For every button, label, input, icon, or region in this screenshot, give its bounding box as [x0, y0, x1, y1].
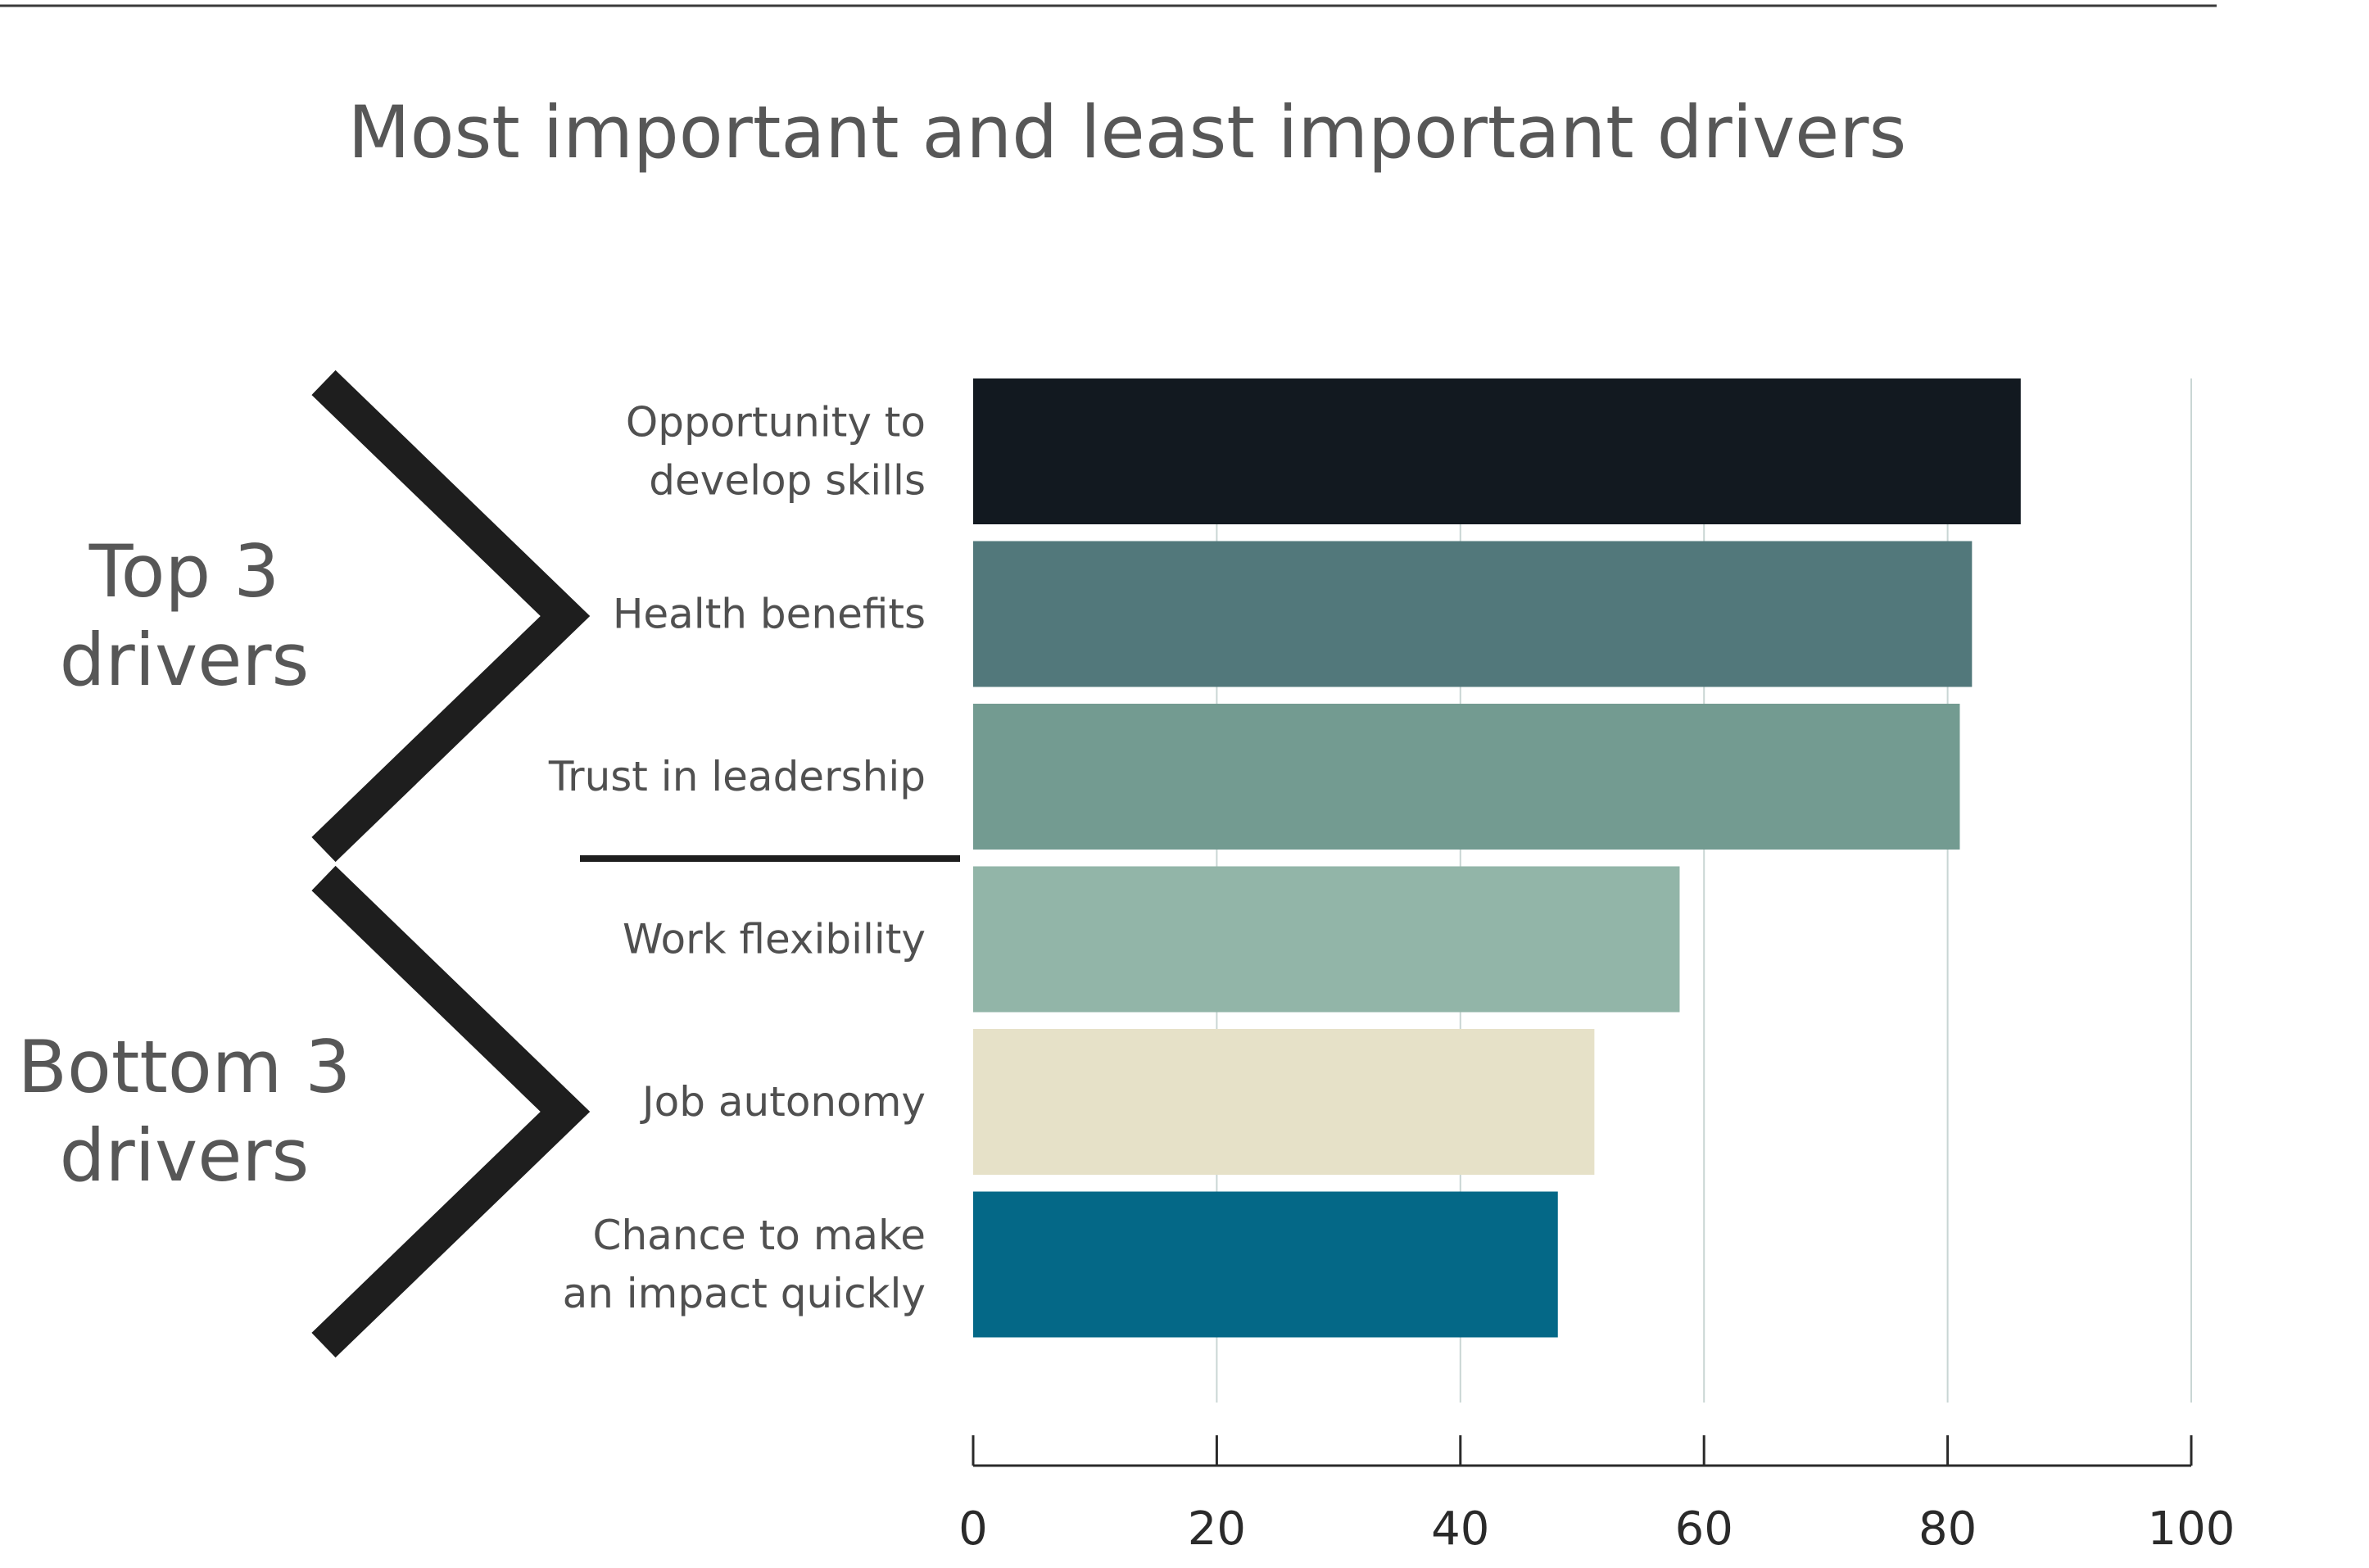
category-label: Health benefits — [613, 591, 926, 638]
group-label: drivers — [60, 1113, 310, 1198]
bar — [973, 541, 1973, 687]
bar-layer — [973, 378, 2021, 1338]
category-label: an impact quickly — [563, 1270, 926, 1317]
category-label: Job autonomy — [640, 1078, 926, 1126]
bar — [973, 1191, 1558, 1338]
x-tick-label: 20 — [1188, 1502, 1246, 1556]
category-label: Trust in leadership — [548, 753, 926, 800]
x-tick-label: 60 — [1675, 1502, 1733, 1556]
group-label: Bottom 3 — [18, 1025, 351, 1109]
x-tick-label: 40 — [1431, 1502, 1489, 1556]
bar — [973, 378, 2021, 524]
category-label: develop skills — [649, 457, 926, 505]
bar — [973, 866, 1680, 1013]
x-axis: 0 20 40 60 80 100 — [958, 1435, 2235, 1556]
category-label: Work flexibility — [623, 916, 926, 963]
x-tick-label: 0 — [958, 1502, 988, 1556]
group-label: drivers — [60, 618, 310, 702]
x-tick-label: 80 — [1918, 1502, 1977, 1556]
group-chevron — [311, 865, 591, 1358]
group-chevron — [311, 369, 591, 863]
bar — [973, 1029, 1595, 1175]
category-label-layer: Opportunity to develop skills Health benef… — [548, 399, 926, 1318]
chart-title: Most important and least important drive… — [348, 90, 1907, 174]
category-label: Opportunity to — [626, 399, 926, 446]
category-label: Chance to make — [593, 1212, 926, 1259]
bar — [973, 704, 1960, 850]
group-label: Top 3 — [88, 529, 279, 614]
x-tick-label: 100 — [2148, 1502, 2235, 1556]
